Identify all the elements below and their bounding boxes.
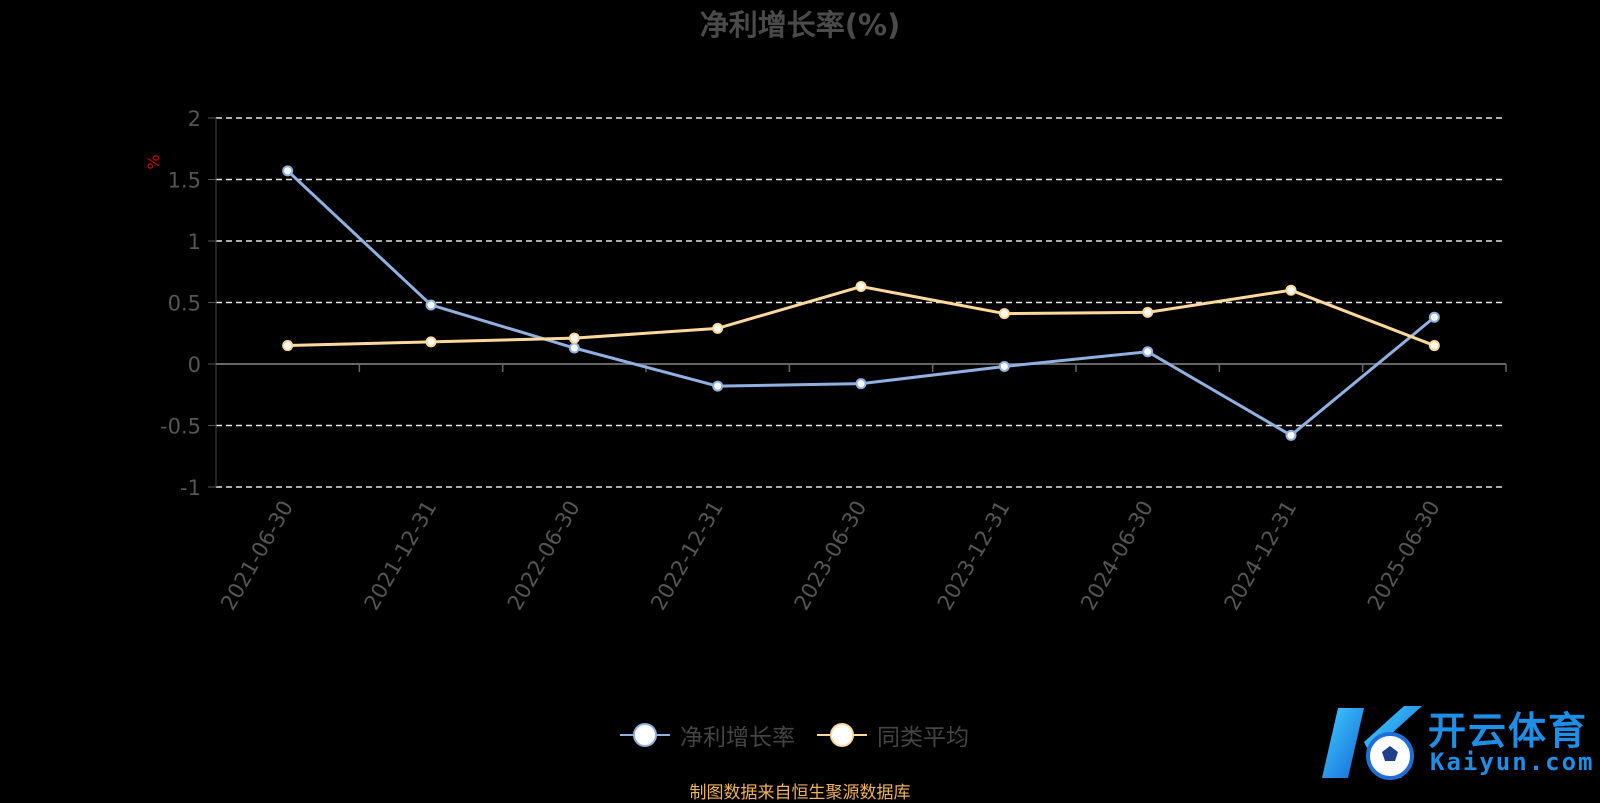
watermark-cn: 开云体育 — [1428, 709, 1589, 753]
data-point-1[interactable] — [568, 332, 580, 344]
y-axis-label: % — [144, 154, 163, 169]
y-tick-label: 1.5 — [168, 169, 201, 193]
data-point-0[interactable] — [425, 299, 437, 311]
data-point-1[interactable] — [998, 308, 1010, 320]
data-point-1[interactable] — [1428, 340, 1440, 352]
y-tick-label: -1 — [180, 476, 201, 500]
data-point-1[interactable] — [1285, 284, 1297, 296]
data-point-1[interactable] — [855, 281, 867, 293]
data-point-0[interactable] — [998, 360, 1010, 372]
legend: 净利增长率 同类平均 — [620, 718, 991, 752]
grid-layer — [216, 117, 1506, 488]
kaiyun-logo-mark — [1322, 706, 1422, 780]
x-tick-label: 2024-06-30 — [1076, 497, 1158, 615]
chart-title: 净利增长率(%) — [699, 8, 901, 42]
data-point-0[interactable] — [1285, 429, 1297, 441]
watermark-en: Kaiyun.com — [1430, 748, 1595, 776]
x-tick-label: 2021-12-31 — [360, 497, 442, 615]
x-tick-label: 2021-06-30 — [216, 497, 298, 615]
series-layer — [282, 165, 1440, 441]
x-tick-label: 2022-12-31 — [646, 497, 728, 615]
data-point-0[interactable] — [712, 380, 724, 392]
legend-label-peer-average: 同类平均 — [877, 725, 969, 751]
x-tick-label: 2025-06-30 — [1363, 497, 1445, 615]
legend-item-net-profit[interactable]: 净利增长率 — [620, 718, 795, 752]
x-tick-label: 2022-06-30 — [503, 497, 585, 615]
x-tick-label: 2023-06-30 — [790, 497, 872, 615]
legend-symbol-peer-average — [817, 722, 867, 748]
kaiyun-logo: 开云体育 Kaiyun.com — [1318, 698, 1593, 788]
data-point-1[interactable] — [282, 340, 294, 352]
y-tick-label: 0 — [188, 353, 201, 377]
series-line-1 — [287, 285, 1435, 348]
y-tick-label: -0.5 — [160, 415, 201, 439]
axis-layer: 2 1.5 1 0.5 0 -0.5 -1 2021-06-30 2021-12-31 2022-… — [160, 107, 1507, 615]
legend-label-net-profit: 净利增长率 — [680, 725, 795, 751]
x-tick-label: 2024-12-31 — [1220, 497, 1302, 615]
y-tick-label: 2 — [188, 107, 201, 131]
data-point-1[interactable] — [712, 322, 724, 334]
data-point-1[interactable] — [1142, 306, 1154, 318]
legend-symbol-net-profit — [620, 722, 670, 748]
data-point-0[interactable] — [1428, 311, 1440, 323]
data-point-0[interactable] — [855, 378, 867, 390]
x-tick-label: 2023-12-31 — [933, 496, 1015, 614]
y-tick-label: 0.5 — [168, 292, 201, 316]
data-point-0[interactable] — [1142, 346, 1154, 358]
data-point-0[interactable] — [282, 165, 294, 177]
data-source-note: 制图数据来自恒生聚源数据库 — [689, 783, 911, 803]
data-point-1[interactable] — [425, 336, 437, 348]
data-point-0[interactable] — [568, 342, 580, 354]
legend-item-peer-average[interactable]: 同类平均 — [817, 718, 969, 752]
y-tick-label: 1 — [188, 230, 201, 254]
